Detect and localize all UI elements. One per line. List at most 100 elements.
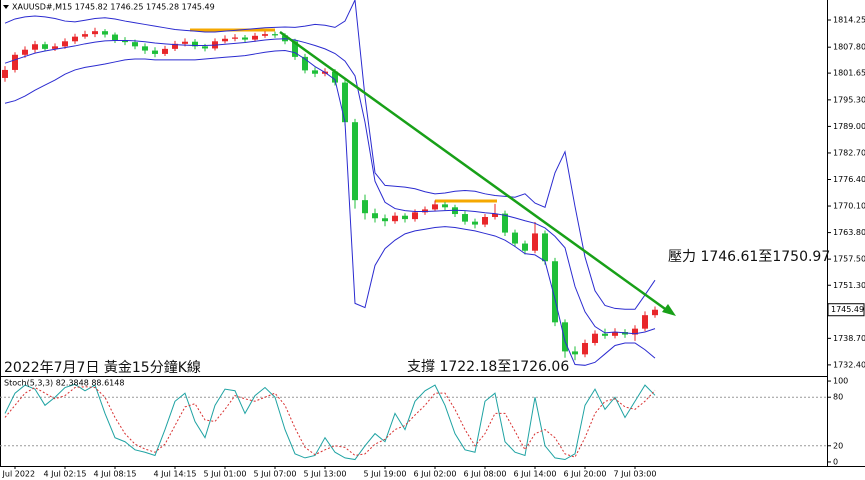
- y-tick-label: 1801.65: [833, 69, 865, 78]
- candle-body: [472, 221, 478, 225]
- y-tick-label: 1757.50: [833, 255, 865, 264]
- candle-body: [122, 40, 128, 43]
- y-tick-label: 1770.10: [833, 202, 865, 211]
- y-tick-label: 1782.70: [833, 148, 865, 157]
- candle-body: [292, 41, 298, 57]
- x-tick-label: 6 Jul 08:00: [464, 470, 507, 479]
- candle-body: [562, 322, 568, 352]
- candle-body: [542, 233, 548, 262]
- x-tick-label: 6 Jul 20:00: [564, 470, 607, 479]
- indicator-label: Stoch(5,3,3) 82.3848 88.6148: [4, 379, 124, 388]
- trend-line: [279, 30, 669, 313]
- series-line: [4, 38, 656, 335]
- x-tick-label: 5 Jul 01:00: [204, 470, 247, 479]
- candle-body: [262, 34, 268, 36]
- candle-body: [52, 46, 58, 49]
- y-tick-label: 1738.70: [833, 334, 865, 343]
- candle-body: [572, 351, 578, 355]
- candle-body: [152, 50, 158, 54]
- y-tick-label: 100: [833, 377, 848, 386]
- candle-body: [582, 342, 588, 355]
- candle-body: [172, 43, 178, 49]
- candle-body: [232, 37, 238, 39]
- annotation: 2022年7月7日 黃金15分鐘K線: [4, 359, 201, 376]
- candle-body: [82, 34, 88, 37]
- candle-body: [32, 44, 38, 50]
- candle-body: [132, 42, 138, 47]
- candle-body: [422, 209, 428, 213]
- candle-body: [652, 309, 658, 316]
- candle-body: [612, 332, 618, 336]
- candle-body: [522, 243, 528, 251]
- candle-body: [342, 82, 348, 123]
- candle-body: [632, 328, 638, 335]
- x-tick-label: 6 Jul 02:00: [414, 470, 457, 479]
- candle-body: [372, 213, 378, 219]
- y-tick-label: 1763.80: [833, 228, 865, 237]
- candle-body: [482, 216, 488, 225]
- annotation: 壓力 1746.61至1750.97: [668, 249, 830, 265]
- y-tick-label: 1807.80: [833, 43, 865, 52]
- chart-header: XAUUSD#,M15 1745.82 1746.25 1745.28 1745…: [12, 3, 215, 12]
- candle-body: [192, 41, 198, 47]
- candle-body: [412, 212, 418, 220]
- candle-body: [92, 31, 98, 35]
- candle-body: [162, 48, 168, 54]
- candle-body: [102, 31, 108, 35]
- x-tick-label: 4 Jul 02:15: [44, 470, 87, 479]
- y-tick-label: 1795.30: [833, 95, 865, 104]
- y-tick-label: 80: [833, 393, 843, 402]
- candle-body: [182, 41, 188, 44]
- candle-body: [242, 37, 248, 40]
- candle-body: [362, 200, 368, 214]
- series-line: [4, 383, 656, 461]
- y-tick-label: 0: [833, 457, 838, 466]
- candle-body: [22, 49, 28, 55]
- candle-body: [432, 204, 438, 210]
- x-tick-label: 1 Jul 2022: [0, 470, 35, 479]
- series-line: [4, 0, 656, 310]
- candle-body: [272, 34, 278, 36]
- y-tick-label: 1751.30: [833, 281, 865, 290]
- candle-body: [332, 71, 338, 83]
- candle-body: [72, 36, 78, 42]
- x-tick-label: 4 Jul 08:15: [94, 470, 137, 479]
- candle-body: [502, 213, 508, 233]
- candle-body: [352, 122, 358, 201]
- candle-body: [112, 34, 118, 41]
- candle-body: [252, 35, 258, 40]
- x-tick-label: 5 Jul 07:00: [254, 470, 297, 479]
- candle-body: [532, 233, 538, 251]
- last-price-label: 1745.49: [831, 305, 864, 314]
- annotation: 支撐 1722.18至1726.06: [407, 359, 569, 375]
- x-tick-label: 4 Jul 14:15: [154, 470, 197, 479]
- candle-body: [382, 218, 388, 222]
- candle-body: [62, 41, 68, 47]
- x-tick-label: 6 Jul 14:00: [514, 470, 557, 479]
- candle-body: [2, 69, 8, 78]
- candle-body: [512, 232, 518, 244]
- menu-icon: [3, 5, 9, 9]
- candle-body: [402, 215, 408, 220]
- y-tick-label: 1814.25: [833, 16, 865, 25]
- x-tick-label: 5 Jul 13:00: [304, 470, 347, 479]
- y-tick-label: 1776.40: [833, 175, 865, 184]
- candle-body: [592, 333, 598, 343]
- candle-body: [202, 46, 208, 49]
- candle-body: [142, 46, 148, 51]
- candle-body: [602, 333, 608, 336]
- candle-body: [12, 54, 18, 70]
- trend-arrow: [662, 304, 676, 316]
- candle-body: [302, 56, 308, 71]
- price-box: [827, 303, 865, 317]
- candle-body: [222, 38, 228, 42]
- y-tick-label: 1789.00: [833, 122, 865, 131]
- y-tick-label: 20: [833, 441, 843, 450]
- candle-body: [492, 213, 498, 217]
- candle-body: [312, 70, 318, 74]
- candle-body: [42, 44, 48, 49]
- y-tick-label: 1732.40: [833, 360, 865, 369]
